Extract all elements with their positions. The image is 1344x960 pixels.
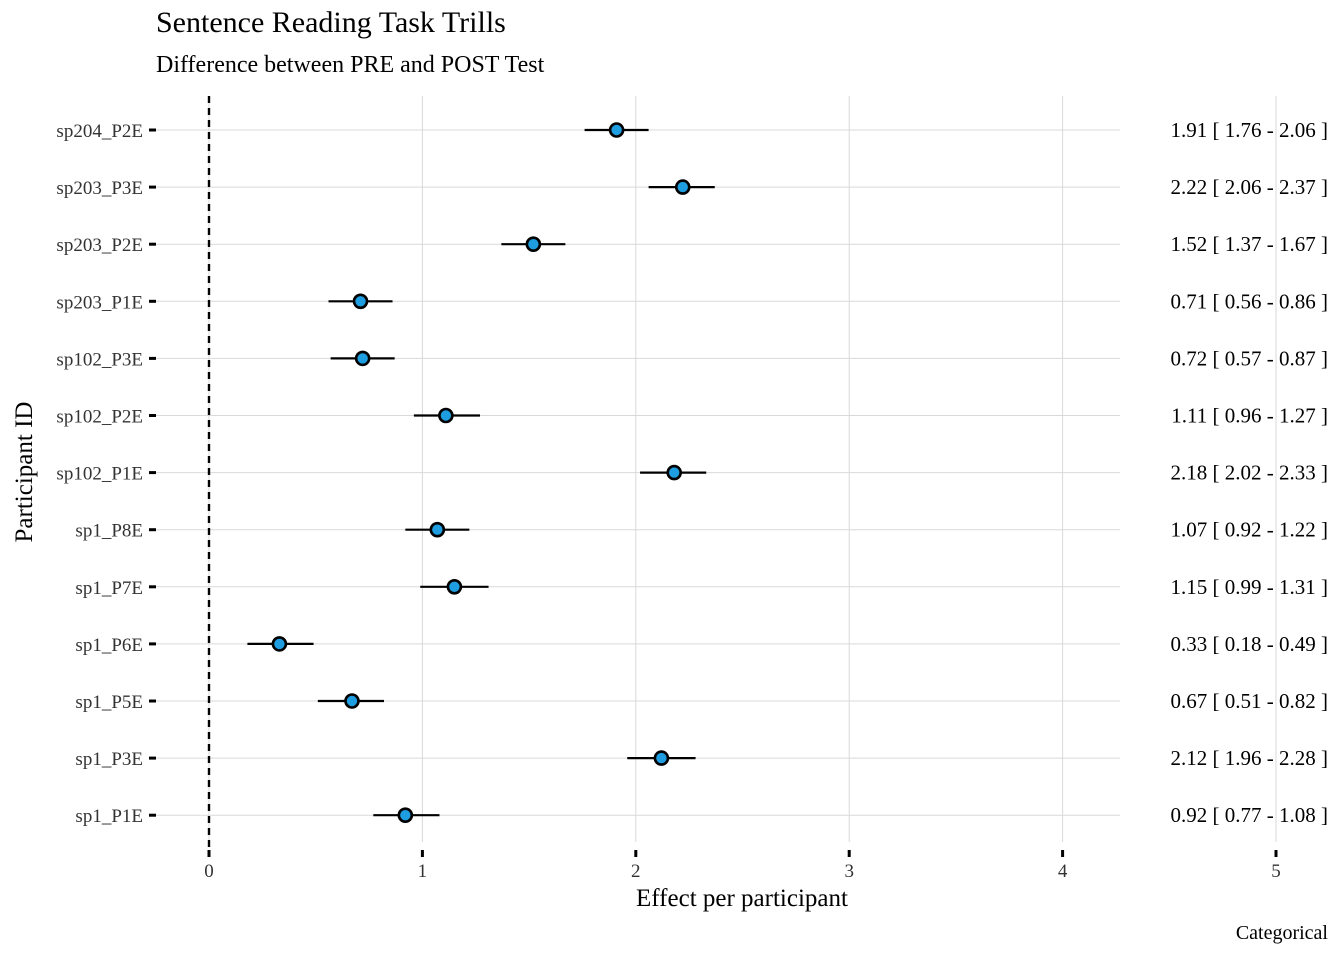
- x-tick-label: 4: [1058, 861, 1068, 882]
- point-estimate: [344, 693, 360, 709]
- estimate-label: 0.72 [ 0.57 - 0.87 ]: [1171, 346, 1328, 370]
- point-estimate: [608, 122, 625, 138]
- estimate-label: 1.91 [ 1.76 - 2.06 ]: [1171, 118, 1328, 142]
- x-tick-label: 3: [844, 861, 854, 882]
- estimate-label: 1.07 [ 0.92 - 1.22 ]: [1171, 518, 1328, 542]
- estimate-label: 1.15 [ 0.99 - 1.31 ]: [1171, 575, 1328, 599]
- x-tick-label: 2: [631, 861, 641, 882]
- y-tick-label: sp1_P5E: [75, 692, 143, 713]
- estimate-label: 0.71 [ 0.56 - 0.86 ]: [1171, 289, 1328, 313]
- y-axis: sp204_P2E sp203_P3E sp203_P2E sp203_P1E sp10…: [56, 121, 156, 827]
- estimate-labels: 1.91 [ 1.76 - 2.06 ] 2.22 [ 2.06 - 2.37 ]…: [1171, 118, 1328, 827]
- y-tick-label: sp102_P3E: [56, 349, 143, 370]
- point-estimate: [429, 521, 446, 538]
- chart-caption: Categorical: [1235, 922, 1328, 944]
- y-tick-label: sp203_P1E: [56, 292, 143, 313]
- y-tick-label: sp102_P2E: [56, 407, 143, 428]
- point-estimate: [352, 293, 369, 310]
- point-estimate: [397, 807, 414, 824]
- grid-lines: [156, 96, 1277, 842]
- point-estimate: [525, 236, 542, 252]
- y-tick-label: sp1_P1E: [75, 806, 143, 827]
- estimate-label: 2.22 [ 2.06 - 2.37 ]: [1171, 175, 1328, 199]
- chart-title: Sentence Reading Task Trills: [156, 6, 506, 39]
- y-tick-label: sp102_P1E: [56, 464, 143, 485]
- estimate-label: 2.18 [ 2.02 - 2.33 ]: [1171, 461, 1328, 485]
- x-axis-title: Effect per participant: [636, 885, 848, 912]
- x-tick-label: 5: [1271, 861, 1281, 882]
- estimate-label: 2.12 [ 1.96 - 2.28 ]: [1171, 746, 1328, 770]
- chart-subtitle: Difference between PRE and POST Test: [156, 52, 545, 78]
- y-tick-label: sp1_P6E: [75, 635, 143, 656]
- point-estimate: [271, 636, 288, 652]
- y-tick-label: sp1_P3E: [75, 749, 143, 770]
- point-estimate: [354, 350, 371, 367]
- y-tick-label: sp204_P2E: [56, 121, 143, 142]
- y-axis-title: Participant ID: [11, 402, 38, 543]
- x-tick-label: 0: [204, 861, 214, 882]
- estimates: [247, 122, 715, 824]
- point-estimate: [438, 407, 454, 424]
- estimate-label: 0.92 [ 0.77 - 1.08 ]: [1171, 803, 1328, 827]
- estimate-label: 1.11 [ 0.96 - 1.27 ]: [1171, 404, 1328, 428]
- x-tick-label: 1: [418, 861, 428, 882]
- point-estimate: [446, 578, 463, 595]
- y-tick-label: sp1_P8E: [75, 521, 143, 542]
- estimate-label: 0.33 [ 0.18 - 0.49 ]: [1171, 632, 1328, 656]
- y-tick-label: sp1_P7E: [75, 578, 143, 599]
- x-axis: 0 1 2 3 4 5: [204, 850, 1281, 882]
- y-tick-label: sp203_P2E: [56, 235, 143, 256]
- point-estimate: [674, 179, 691, 195]
- point-estimate: [666, 464, 683, 481]
- estimate-label: 1.52 [ 1.37 - 1.67 ]: [1171, 232, 1328, 256]
- y-tick-label: sp203_P3E: [56, 178, 143, 199]
- estimate-label: 0.67 [ 0.51 - 0.82 ]: [1171, 689, 1328, 713]
- point-estimate: [653, 750, 670, 766]
